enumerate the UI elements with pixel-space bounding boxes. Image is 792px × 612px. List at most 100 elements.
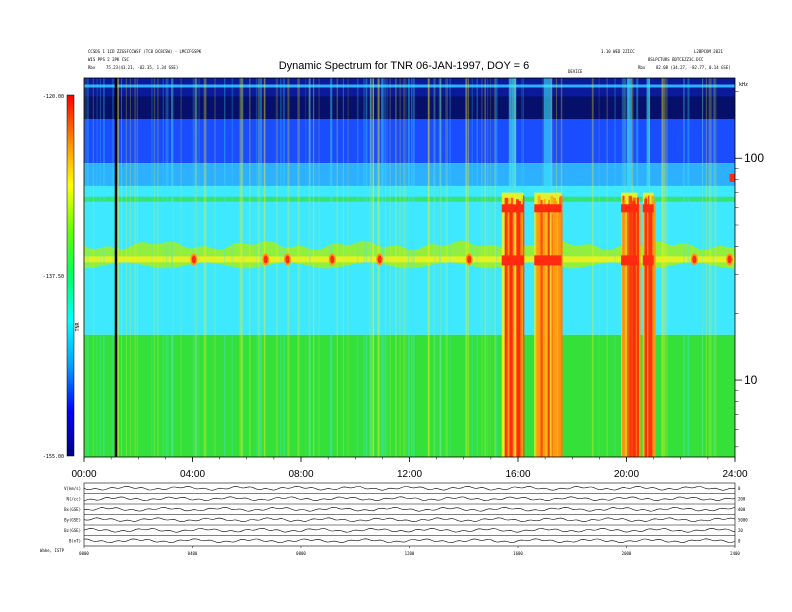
header-left-line3-value: 75.23(43.21, -82.35, 1.34 GSE) — [106, 65, 178, 70]
chart-title: Dynamic Spectrum for TNR 06-JAN-1997, DO… — [279, 60, 530, 72]
burst-stripe — [557, 204, 561, 457]
burst-upper — [621, 204, 638, 213]
streak — [153, 78, 156, 457]
panel-x-tick-label: 1200 — [405, 551, 415, 556]
emission-upper — [84, 196, 735, 202]
header-left-line3-label: Rbx — [88, 65, 96, 70]
streak — [171, 78, 172, 457]
streak — [162, 78, 165, 457]
streak — [372, 78, 375, 457]
streak — [465, 78, 468, 457]
panel-x-tick-label: 0800 — [296, 551, 306, 556]
streak — [370, 78, 372, 457]
burst-stripe — [508, 198, 510, 457]
streak — [308, 78, 311, 457]
streak — [490, 78, 491, 457]
layer-sky — [84, 163, 735, 186]
colorbar — [66, 94, 75, 457]
streak — [203, 78, 206, 457]
streak — [385, 78, 387, 457]
burst-stripe — [540, 199, 543, 457]
streak — [606, 78, 608, 457]
edge-patch — [729, 173, 735, 182]
streak — [239, 78, 242, 457]
layer-dark — [84, 96, 735, 120]
y-unit-label: kHz — [739, 82, 748, 88]
colorbar-tick-mid: -137.50 — [43, 274, 64, 280]
streak — [92, 78, 94, 457]
burst-upper — [642, 204, 654, 213]
streak — [661, 78, 664, 457]
burst-stripe — [545, 207, 548, 457]
streak — [405, 78, 407, 457]
burst-stripe — [511, 206, 515, 457]
burst-upper — [501, 204, 524, 213]
streak — [347, 78, 349, 457]
panel-trace — [83, 527, 736, 533]
band-blob-core — [263, 255, 268, 264]
panel-trace — [83, 506, 736, 512]
panel-x-tick-label: 1600 — [513, 551, 523, 556]
streak — [84, 78, 86, 457]
streak — [403, 78, 405, 457]
panel-trace — [83, 485, 736, 491]
streak — [193, 78, 195, 457]
panel-trace — [83, 517, 736, 523]
streak — [705, 78, 708, 457]
streak — [662, 78, 664, 457]
streak — [598, 78, 600, 457]
panel-trace — [83, 496, 736, 502]
burst-stripe — [548, 199, 550, 457]
burst-upper — [534, 204, 562, 213]
streak — [180, 78, 182, 457]
streak — [386, 78, 388, 457]
panel-label: N(/cc) — [67, 497, 81, 502]
burst-column — [509, 78, 516, 193]
streak — [438, 78, 442, 457]
streak — [192, 78, 194, 457]
streak — [275, 78, 279, 457]
x-tick-label: 20:00 — [614, 469, 639, 480]
colorbar-label: TNR — [75, 321, 81, 331]
burst-stripe — [538, 210, 540, 457]
streak — [151, 78, 153, 457]
burst-stripe — [504, 214, 507, 457]
emission-core — [84, 256, 735, 263]
streak — [282, 78, 286, 457]
streak — [120, 78, 123, 457]
header-right-line3-label: Rbx — [638, 65, 646, 70]
streak — [257, 78, 260, 457]
header-right-line2: BSLPCTURS BDTCEZZ3C.DCC — [648, 57, 704, 62]
burst-core — [642, 255, 654, 266]
streak — [166, 78, 169, 457]
streak — [476, 78, 478, 457]
band-blob-core — [330, 255, 335, 264]
colorbar-tick-bottom: -155.00 — [43, 454, 64, 460]
streak — [471, 78, 473, 457]
streak — [263, 78, 265, 457]
streak — [231, 78, 234, 457]
header-right-line1-a: 1.10 WED 2ZICC — [601, 49, 635, 54]
burst-stripe — [622, 203, 624, 457]
streak — [495, 78, 497, 457]
streak — [171, 78, 174, 457]
x-tick-label: 12:00 — [397, 469, 422, 480]
streak — [194, 78, 198, 457]
streak — [427, 78, 431, 457]
panel-right-tick: 200 — [738, 497, 746, 502]
burst-stripe — [632, 197, 636, 457]
panel-x-tick-label: 0400 — [188, 551, 198, 556]
streak — [663, 78, 666, 457]
panel-right-tick: 20 — [738, 528, 743, 533]
streak — [356, 78, 359, 457]
burst-core — [501, 255, 524, 266]
band-blob-core — [285, 255, 290, 264]
x-tick-label: 16:00 — [505, 469, 530, 480]
streak — [381, 78, 383, 457]
burst-stripe — [645, 197, 647, 457]
streak — [312, 78, 315, 457]
streak — [427, 78, 430, 457]
streak — [99, 78, 101, 457]
streak — [399, 78, 401, 457]
